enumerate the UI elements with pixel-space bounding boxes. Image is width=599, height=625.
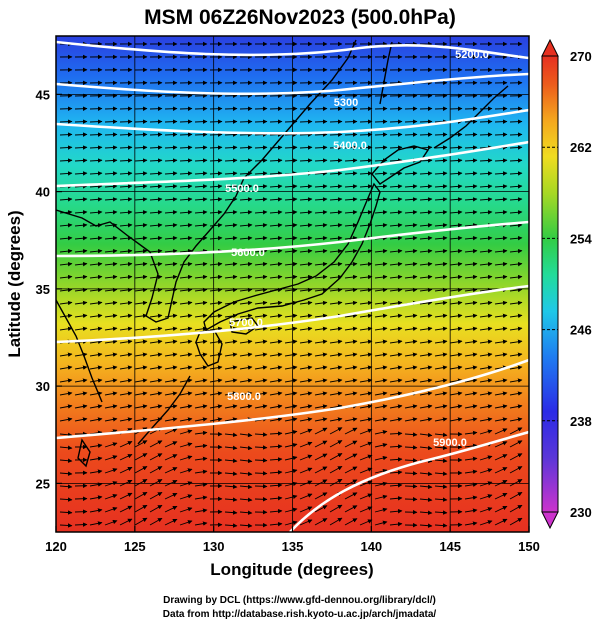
y-tick-label: 45 [36, 87, 50, 102]
y-tick-label: 35 [36, 282, 50, 297]
colorbar-ticks: 270 262 254 246 238 230 [542, 49, 592, 520]
contour-label: 5700.0 [229, 317, 263, 329]
colorbar-tick-label: 270 [570, 49, 592, 64]
x-tick-label: 125 [124, 539, 146, 554]
colorbar-gradient [541, 55, 559, 513]
colorbar-tick-label: 238 [570, 414, 592, 429]
height-contours [56, 40, 529, 532]
colorbar-tick-label: 246 [570, 323, 592, 338]
y-tick-label: 30 [36, 379, 50, 394]
y-tick-label: 25 [36, 476, 50, 491]
contour-label: 5900.0 [433, 437, 467, 449]
colorbar-tick-label: 230 [570, 505, 592, 520]
y-axis-label: Latitude (degrees) [5, 210, 24, 357]
contour-label: 5200.0 [455, 49, 489, 61]
y-axis-ticks: 25 30 35 40 45 [36, 87, 62, 491]
contour-label: 5800.0 [227, 391, 261, 403]
colorbar-min-triangle [541, 511, 559, 530]
plot-area: 5200.0 5300 5400.0 5500.0 5600.0 5700.0 5800.0… [56, 36, 529, 532]
contour-label: 5400.0 [333, 140, 367, 152]
chart-title: MSM 06Z26Nov2023 (500.0hPa) [144, 6, 456, 29]
y-tick-label: 40 [36, 185, 50, 200]
contour-label: 5500.0 [225, 183, 259, 195]
x-axis-label: Longitude (degrees) [210, 560, 373, 579]
x-tick-label: 120 [45, 539, 67, 554]
colorbar: 270 262 254 246 238 230 [541, 38, 592, 530]
contour-label: 5300 [334, 97, 358, 109]
x-tick-label: 150 [518, 539, 540, 554]
x-tick-label: 135 [282, 539, 304, 554]
colorbar-max-triangle [541, 38, 559, 57]
contour-labels: 5200.0 5300 5400.0 5500.0 5600.0 5700.0 5800.0… [225, 49, 489, 449]
x-tick-label: 145 [439, 539, 461, 554]
grid-lines [56, 36, 529, 532]
x-tick-label: 140 [360, 539, 382, 554]
contour-label: 5600.0 [231, 247, 265, 259]
credit-data: Data from http://database.rish.kyoto-u.a… [162, 609, 437, 620]
x-tick-label: 130 [203, 539, 225, 554]
colorbar-tick-label: 262 [570, 140, 592, 155]
x-axis-ticks: 120 125 130 135 140 145 150 [45, 526, 540, 554]
credit-drawing: Drawing by DCL (https://www.gfd-dennou.o… [163, 595, 436, 606]
colorbar-tick-label: 254 [570, 231, 592, 246]
